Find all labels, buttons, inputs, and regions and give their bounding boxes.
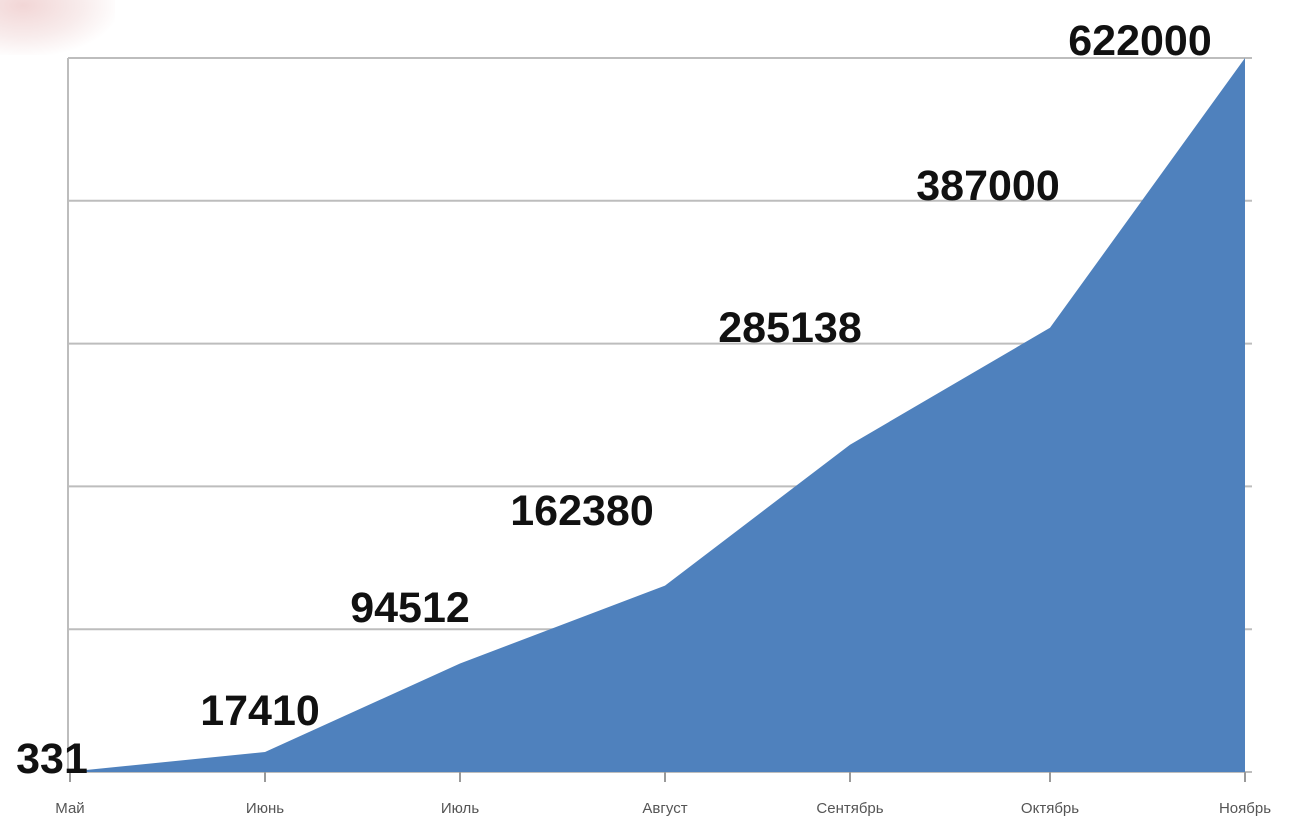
x-tick-label: Ноябрь (1219, 800, 1271, 817)
area-series (70, 58, 1245, 772)
corner-decoration (0, 0, 115, 55)
axis-ticks (69, 772, 1246, 782)
data-label: 387000 (916, 162, 1060, 210)
x-tick-label: Июль (441, 800, 479, 817)
x-tick-label: Октябрь (1021, 800, 1079, 817)
data-label: 17410 (200, 687, 320, 735)
data-label: 331 (16, 735, 88, 783)
x-tick-label: Сентябрь (816, 800, 883, 817)
x-axis-labels: Май Июнь Июль Август Сентябрь Октябрь Ноябрь (55, 800, 1271, 817)
data-label: 94512 (350, 584, 470, 632)
data-label: 622000 (1068, 17, 1212, 65)
data-label: 285138 (718, 304, 862, 352)
x-tick-label: Май (55, 800, 84, 817)
data-labels: 331 17410 94512 162380 285138 387000 622000 (16, 17, 1212, 783)
x-tick-label: Август (642, 800, 687, 817)
x-tick-label: Июнь (246, 800, 284, 817)
data-label: 162380 (510, 487, 654, 535)
